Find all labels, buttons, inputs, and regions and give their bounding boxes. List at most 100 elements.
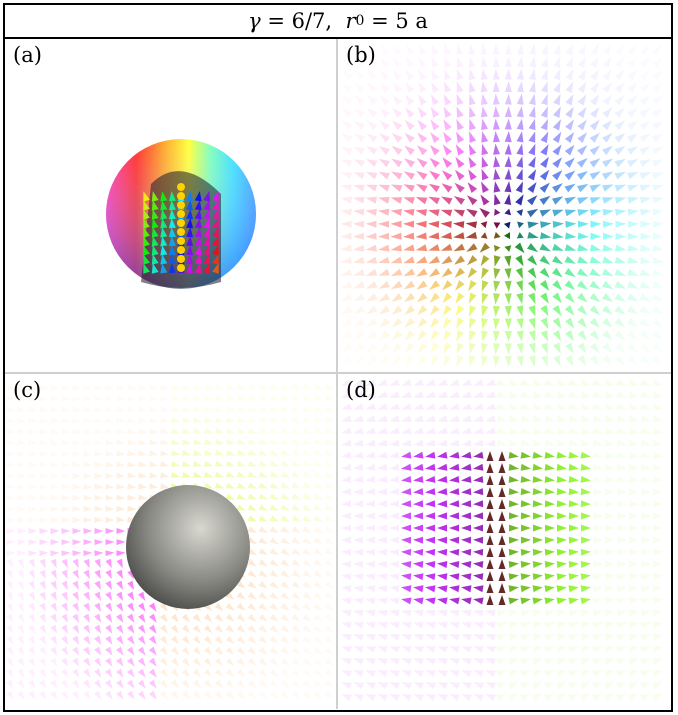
field-arrow: [39, 613, 46, 623]
field-arrow: [94, 417, 104, 424]
field-arrow: [640, 391, 651, 398]
field-arrow: [520, 548, 531, 556]
field-arrow: [61, 613, 69, 623]
field-arrow: [541, 355, 548, 367]
field-arrow: [181, 395, 192, 401]
field-arrow: [652, 415, 663, 423]
field-arrow: [627, 305, 639, 315]
field-arrow: [280, 427, 291, 434]
field-arrow: [127, 602, 135, 612]
field-arrow: [592, 573, 603, 581]
field-arrow: [592, 451, 603, 459]
field-arrow: [532, 646, 543, 653]
field-arrow: [473, 573, 484, 581]
field-arrow: [137, 657, 146, 667]
field-arrow: [516, 209, 524, 217]
field-arrow: [465, 221, 477, 229]
field-arrow: [404, 145, 415, 156]
field-arrow: [28, 439, 38, 446]
field-arrow: [50, 558, 57, 569]
field-arrow: [28, 472, 38, 479]
field-arrow: [137, 668, 146, 678]
field-arrow: [269, 515, 279, 522]
field-arrow: [614, 94, 625, 106]
field-arrow: [116, 690, 124, 700]
field-arrow: [353, 476, 364, 483]
field-arrow: [589, 330, 600, 341]
field-arrow: [556, 658, 567, 665]
field-arrow: [116, 461, 126, 468]
field-arrow: [469, 305, 477, 317]
field-arrow: [212, 191, 219, 202]
field-arrow: [94, 528, 104, 534]
field-arrow: [313, 657, 323, 666]
field-arrow: [520, 500, 531, 508]
field-arrow: [479, 242, 490, 253]
field-arrow: [389, 548, 400, 556]
field-arrow: [6, 558, 13, 569]
field-arrow: [160, 236, 168, 247]
field-arrow: [532, 379, 543, 386]
field-arrow: [564, 209, 577, 217]
field-arrow: [403, 197, 415, 204]
field-arrow: [365, 500, 376, 508]
field-arrow: [473, 621, 484, 629]
field-arrow: [192, 460, 203, 467]
field-arrow: [496, 682, 507, 690]
field-arrow: [192, 646, 201, 656]
field-arrow: [377, 548, 388, 556]
field-arrow: [353, 561, 364, 568]
field-arrow: [377, 646, 388, 653]
field-arrow: [378, 281, 390, 289]
field-arrow: [430, 342, 440, 354]
field-arrow: [365, 451, 376, 459]
field-arrow: [565, 81, 574, 93]
field-arrow: [425, 561, 436, 568]
field-arrow: [492, 56, 500, 68]
field-arrow: [529, 56, 536, 68]
field-arrow: [324, 635, 334, 644]
r-subscript: 0: [355, 13, 365, 29]
field-arrow: [449, 488, 460, 496]
field-arrow: [280, 592, 290, 600]
field-arrow: [602, 132, 613, 143]
field-arrow: [556, 488, 567, 496]
field-arrow: [391, 305, 403, 315]
field-arrow: [520, 682, 531, 690]
field-arrow: [592, 415, 603, 423]
field-arrow: [61, 428, 71, 435]
field-arrow: [639, 184, 652, 192]
field-arrow: [639, 342, 651, 353]
field-arrow: [354, 355, 365, 366]
field-arrow: [401, 693, 412, 702]
field-arrow: [473, 476, 484, 483]
field-arrow: [225, 449, 236, 456]
field-arrow: [365, 184, 378, 192]
field-arrow: [413, 415, 424, 423]
field-arrow: [577, 330, 587, 341]
field-arrow: [556, 500, 567, 508]
field-arrow: [449, 621, 460, 629]
field-arrow: [639, 146, 651, 155]
field-arrow: [473, 646, 484, 653]
field-arrow: [508, 621, 519, 629]
field-arrow: [225, 679, 235, 689]
field-arrow: [565, 56, 573, 68]
field-arrow: [553, 106, 561, 118]
field-arrow: [391, 317, 403, 328]
field-arrow: [61, 384, 71, 391]
field-arrow: [160, 472, 170, 479]
field-arrow: [640, 634, 651, 641]
field-arrow: [324, 482, 334, 489]
field-arrow: [528, 342, 536, 355]
field-arrow: [577, 145, 588, 156]
field-arrow: [377, 391, 388, 398]
field-arrow: [365, 536, 376, 544]
field-arrow: [532, 427, 543, 435]
field-arrow: [39, 461, 49, 468]
field-arrow: [6, 450, 16, 457]
field-arrow: [544, 500, 555, 508]
field-arrow: [170, 646, 179, 656]
field-arrow: [149, 450, 159, 457]
field-arrow: [652, 172, 664, 180]
